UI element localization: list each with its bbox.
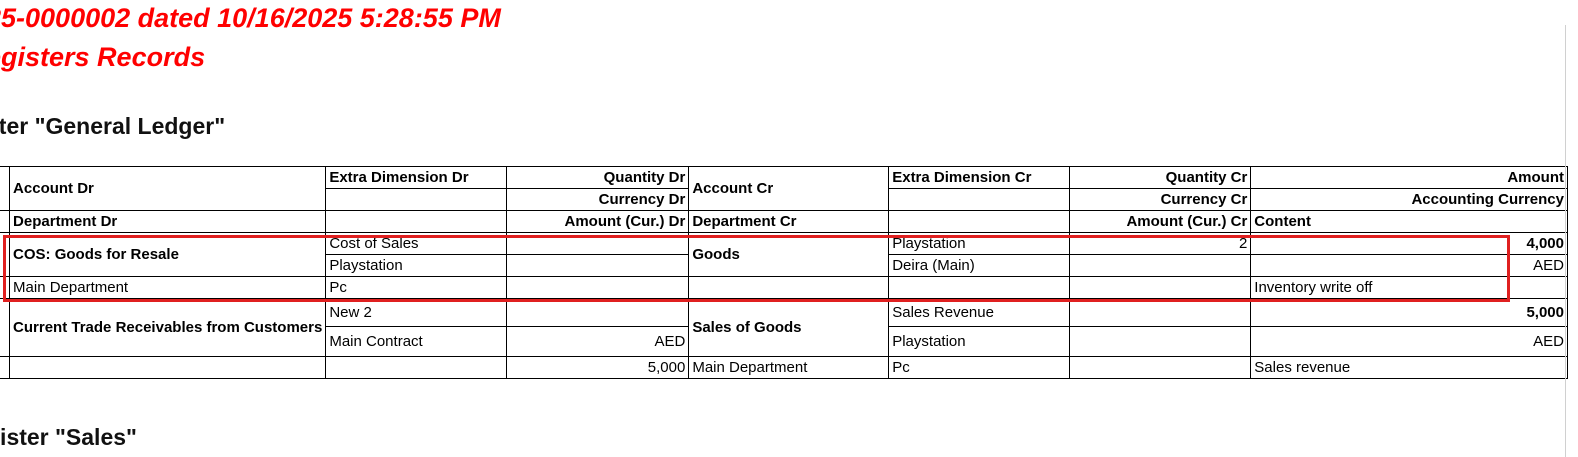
record-2-quantity-dr xyxy=(505,298,690,327)
record-1-amount: 4,000 xyxy=(1250,232,1568,255)
record-2-amount-cur-cr xyxy=(1069,356,1252,379)
header-quantity-dr: Quantity Dr xyxy=(505,166,690,189)
header-extra-dimension-dr-3 xyxy=(325,210,507,233)
record-1-extra-dr-2: Playstation xyxy=(325,254,507,277)
header-extra-dimension-dr-2 xyxy=(325,188,507,211)
header-account-cr: Account Cr xyxy=(688,166,890,211)
record-1-account-dr: COS: Goods for Resale xyxy=(9,232,327,277)
record-1-accounting-currency: AED xyxy=(1250,254,1568,277)
record-1-extra-cr-2: Deira (Main) xyxy=(888,254,1071,277)
record-2-extra-dr-1: New 2 xyxy=(325,298,507,327)
record-1-index-3 xyxy=(0,276,11,299)
record-2-extra-cr-2: Playstation xyxy=(888,326,1071,357)
record-1-content: Inventory write off xyxy=(1250,276,1568,299)
record-2-quantity-cr xyxy=(1069,298,1252,327)
record-2-extra-cr-3: Pc xyxy=(888,356,1071,379)
table-row: Current Trade Receivables from Customers… xyxy=(0,298,1568,357)
record-2-department-dr xyxy=(9,356,327,379)
general-ledger-table: Account Dr Extra Dimension Dr Quantity D… xyxy=(0,166,1568,379)
table-row: Playstation Deira (Main) AED xyxy=(0,254,1568,277)
record-2-accounting-currency: AED xyxy=(1250,326,1568,357)
header-row-3: Department Dr Amount (Cur.) Dr Departmen… xyxy=(0,210,1568,233)
header-row-1: Account Dr Extra Dimension Dr Quantity D… xyxy=(0,166,1568,211)
record-2-extra-cr-1: Sales Revenue xyxy=(888,298,1071,327)
header-index-cell xyxy=(0,166,11,211)
header-amount-cur-dr: Amount (Cur.) Dr xyxy=(505,210,690,233)
record-1-index xyxy=(0,232,11,277)
record-1-currency-dr xyxy=(505,254,690,277)
record-2-amount-cur-dr: 5,000 xyxy=(505,356,690,379)
record-1-extra-dr-3: Pc xyxy=(325,276,507,299)
record-2-account-dr: Current Trade Receivables from Customers xyxy=(9,298,327,357)
header-extra-dimension-cr-2 xyxy=(888,188,1071,211)
record-1-currency-cr xyxy=(1069,254,1252,277)
header-currency-dr: Currency Dr xyxy=(505,188,690,211)
header-amount: Amount xyxy=(1250,166,1568,189)
table-row: COS: Goods for Resale Cost of Sales Good… xyxy=(0,232,1568,277)
header-amount-cur-cr: Amount (Cur.) Cr xyxy=(1069,210,1252,233)
register-sales-heading: gister "Sales" xyxy=(0,424,137,450)
record-1-account-cr: Goods xyxy=(688,232,890,277)
header-quantity-cr: Quantity Cr xyxy=(1069,166,1252,189)
header-extra-dimension-cr: Extra Dimension Cr xyxy=(888,166,1071,189)
record-2-index xyxy=(0,298,11,357)
header-accounting-currency: Accounting Currency xyxy=(1250,188,1568,211)
header-row-2: Currency Dr Currency Cr Accounting Curre… xyxy=(0,188,1568,211)
record-2-currency-dr: AED xyxy=(505,326,690,357)
record-1-extra-dr-1: Cost of Sales xyxy=(325,232,507,255)
record-2-content: Sales revenue xyxy=(1250,356,1568,379)
record-2-extra-dr-3 xyxy=(325,356,507,379)
record-2-account-cr: Sales of Goods xyxy=(688,298,890,357)
record-2-department-cr: Main Department xyxy=(688,356,890,379)
header-extra-dimension-cr-3 xyxy=(888,210,1071,233)
record-1-amount-cur-dr xyxy=(505,276,690,299)
table-row: Main Department Pc Inventory write off xyxy=(0,276,1568,299)
record-1-department-cr xyxy=(688,276,890,299)
record-1-extra-cr-1: Playstation xyxy=(888,232,1071,255)
header-department-dr: Department Dr xyxy=(9,210,327,233)
record-2-index-3 xyxy=(0,356,11,379)
table-row: 5,000 Main Department Pc Sales revenue xyxy=(0,356,1568,379)
record-2-amount: 5,000 xyxy=(1250,298,1568,327)
header-department-cr: Department Cr xyxy=(688,210,890,233)
record-1-amount-cur-cr xyxy=(1069,276,1252,299)
register-general-ledger-heading: ster "General Ledger" xyxy=(0,113,226,139)
record-1-extra-cr-3 xyxy=(888,276,1071,299)
header-account-dr: Account Dr xyxy=(9,166,327,211)
record-1-quantity-cr: 2 xyxy=(1069,232,1252,255)
record-1-quantity-dr xyxy=(505,232,690,255)
record-2-extra-dr-2: Main Contract xyxy=(325,326,507,357)
record-1-department-dr: Main Department xyxy=(9,276,327,299)
record-2-currency-cr xyxy=(1069,326,1252,357)
header-index-cell-3 xyxy=(0,210,11,233)
document-title: 25-0000002 dated 10/16/2025 5:28:55 PM xyxy=(0,3,501,33)
header-content: Content xyxy=(1250,210,1568,233)
page-edge-divider xyxy=(1565,25,1566,457)
header-currency-cr: Currency Cr xyxy=(1069,188,1252,211)
header-extra-dimension-dr: Extra Dimension Dr xyxy=(325,166,507,189)
registers-records-title: egisters Records xyxy=(0,42,206,72)
